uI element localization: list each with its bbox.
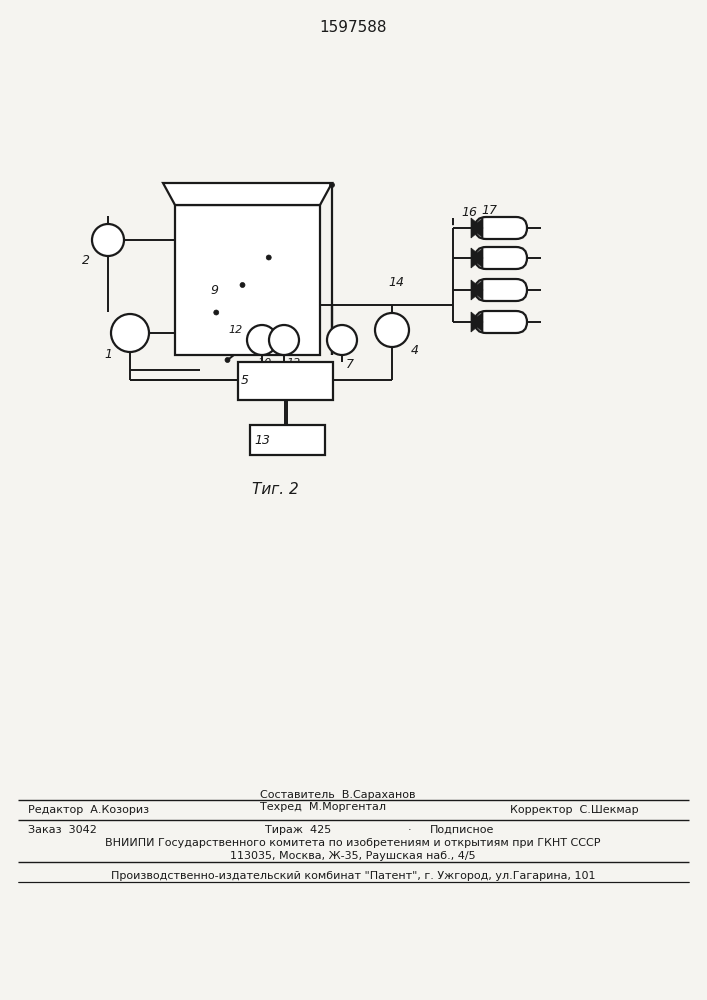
Circle shape: [267, 255, 271, 260]
Text: Корректор  С.Шекмар: Корректор С.Шекмар: [510, 805, 638, 815]
Text: Τиг. 2: Τиг. 2: [252, 483, 298, 497]
Text: 1: 1: [104, 349, 112, 361]
Text: 12: 12: [286, 358, 300, 368]
Text: ·: ·: [408, 825, 411, 835]
Circle shape: [240, 282, 245, 288]
Text: Подписное: Подписное: [430, 825, 494, 835]
FancyBboxPatch shape: [475, 279, 527, 301]
Polygon shape: [471, 218, 483, 238]
Bar: [238, 362, 333, 400]
Polygon shape: [471, 312, 483, 332]
Polygon shape: [471, 248, 483, 268]
Text: 5: 5: [241, 374, 249, 387]
Text: 12: 12: [229, 325, 243, 335]
FancyBboxPatch shape: [475, 311, 527, 333]
Polygon shape: [471, 248, 483, 268]
Text: 17: 17: [481, 204, 497, 217]
Circle shape: [375, 313, 409, 347]
Polygon shape: [163, 183, 332, 205]
Text: Заказ  3042: Заказ 3042: [28, 825, 97, 835]
Polygon shape: [471, 218, 483, 238]
Circle shape: [327, 325, 357, 355]
Text: 10: 10: [257, 358, 271, 368]
Circle shape: [329, 182, 334, 188]
Circle shape: [214, 310, 218, 315]
Circle shape: [225, 358, 230, 362]
Bar: [175, 205, 320, 355]
Text: 2: 2: [82, 253, 90, 266]
Text: 1597588: 1597588: [320, 20, 387, 35]
Text: Производственно-издательский комбинат "Патент", г. Ужгород, ул.Гагарина, 101: Производственно-издательский комбинат "П…: [111, 871, 595, 881]
Polygon shape: [471, 312, 483, 332]
Text: Редактор  А.Козориз: Редактор А.Козориз: [28, 805, 149, 815]
Circle shape: [247, 325, 277, 355]
FancyBboxPatch shape: [475, 217, 527, 239]
Polygon shape: [471, 280, 483, 300]
Text: ВНИИПИ Государственного комитета по изобретениям и открытиям при ГКНТ СССР: ВНИИПИ Государственного комитета по изоб…: [105, 838, 601, 848]
FancyBboxPatch shape: [475, 247, 527, 269]
Text: 7: 7: [346, 359, 354, 371]
Text: 113035, Москва, Ж-35, Раушская наб., 4/5: 113035, Москва, Ж-35, Раушская наб., 4/5: [230, 851, 476, 861]
Circle shape: [269, 325, 299, 355]
Bar: [250, 425, 325, 455]
Text: 9: 9: [210, 284, 218, 296]
Text: 13: 13: [254, 434, 270, 446]
Circle shape: [111, 314, 149, 352]
Text: Тираж  425: Тираж 425: [265, 825, 332, 835]
Text: Техред  М.Моргентал: Техред М.Моргентал: [260, 802, 386, 812]
Polygon shape: [471, 280, 483, 300]
Text: 4: 4: [411, 344, 419, 358]
Circle shape: [92, 224, 124, 256]
Text: Составитель  В.Сараханов: Составитель В.Сараханов: [260, 790, 416, 800]
Text: 14: 14: [388, 276, 404, 290]
Text: 16: 16: [461, 207, 477, 220]
